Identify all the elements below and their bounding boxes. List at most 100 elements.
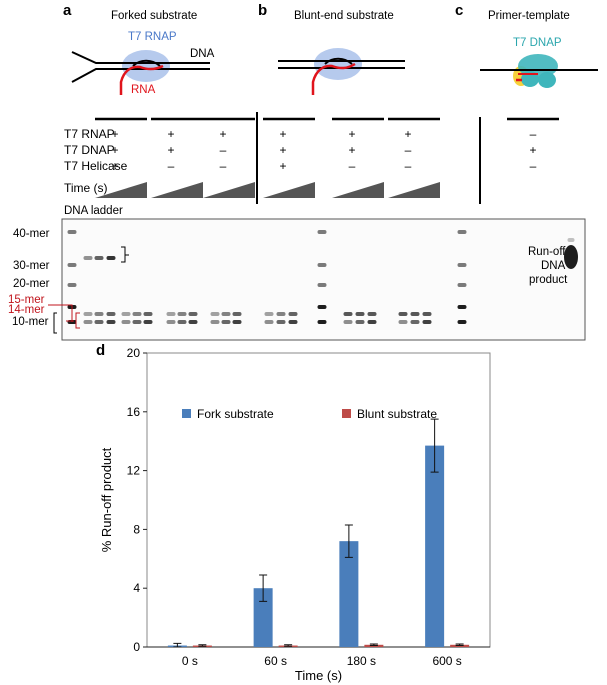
gel-band [457,305,467,309]
gel-band [188,320,198,324]
gel-band [264,320,274,324]
x-tick-label: 180 s [347,654,376,668]
condition-sign-rnap: + [219,127,226,141]
rnap-label: T7 RNAP [128,31,177,43]
error-bar [259,574,268,602]
condition-sign-dnap: + [279,143,286,157]
gel-band [410,320,420,324]
blunt-end-substrate-diagram [278,48,405,95]
time-wedge [151,182,203,198]
runoff-label-line1: Run-off [528,246,566,258]
y-tick-label: 12 [127,464,141,478]
gel-band [143,320,153,324]
rnap-blob [122,50,170,82]
gel-image [61,218,586,341]
gel-band [83,320,93,324]
gel-band [457,283,467,287]
time-wedge [95,182,147,198]
condition-group: + + – [332,117,384,198]
condition-sign-helicase: – [405,159,412,173]
gel-band [83,312,93,316]
gel-band [317,283,327,287]
gel-band [83,256,93,260]
gel-band [317,305,327,309]
runoff-band [564,245,578,269]
legend-label: Fork substrate [197,407,274,421]
error-bar [369,643,378,647]
condition-sign-helicase: – [530,159,537,173]
gel-band [232,320,242,324]
legend-swatch [182,409,191,418]
gel-band [188,312,198,316]
gel-band [276,320,286,324]
condition-group: + + + [95,117,147,198]
row-label-helicase: T7 Helicase [64,159,128,173]
gel-band [177,312,187,316]
gel-band [457,230,467,234]
gel-band [355,312,365,316]
y-tick-label: 16 [127,405,141,419]
dnap-label: T7 DNAP [513,37,562,49]
error-bar [284,644,293,647]
gel-band [94,256,104,260]
gel-band [106,312,116,316]
condition-sign-helicase: – [220,159,227,173]
gel-band [410,312,420,316]
condition-group: + + + [263,117,315,198]
error-bar [198,644,207,647]
panel-c-letter: c [455,2,463,19]
gel-band [367,312,377,316]
gel-band [288,312,298,316]
condition-sign-rnap: + [279,127,286,141]
gel-band [232,312,242,316]
gel-band [317,320,327,324]
condition-sign-helicase: – [168,159,175,173]
condition-sign-rnap: + [404,127,411,141]
gel-band [94,320,104,324]
gel-band [121,312,131,316]
condition-sign-rnap: + [348,127,355,141]
gel-band [132,320,142,324]
gel-band [367,320,377,324]
condition-group: + + – [151,117,203,198]
gel-band [288,320,298,324]
gel-band [276,312,286,316]
gel-band [210,312,220,316]
x-tick-label: 600 s [432,654,461,668]
row-label-rnap: T7 RNAP [64,127,115,141]
runoff-label-line2: DNA [541,260,566,272]
time-wedge [388,182,440,198]
x-tick-label: 60 s [264,654,287,668]
gel-band [422,320,432,324]
forked-substrate-diagram [71,50,210,95]
gel-band [67,230,77,234]
condition-sign-dnap: – [220,143,227,157]
time-wedge [332,182,384,198]
marker-20: 20-mer [13,278,50,290]
gel-band [343,312,353,316]
gel-band [67,283,77,287]
gel-band [398,312,408,316]
gel-band [106,320,116,324]
gel-band [343,320,353,324]
gel-band [67,263,77,267]
legend-label: Blunt substrate [357,407,437,421]
rna-strand [119,64,164,95]
primer-template-diagram [480,54,598,88]
condition-group: + – – [388,117,440,198]
gel-band [317,263,327,267]
gel-band [457,320,467,324]
time-wedge [203,182,255,198]
rna-label: RNA [131,84,156,96]
condition-group: + – – [203,117,255,198]
gel-band [221,320,231,324]
gel-band [132,312,142,316]
marker-14: 14-mer [8,304,45,316]
condition-sign-dnap: + [348,143,355,157]
condition-sign-rnap: – [530,127,537,141]
gel-band [398,320,408,324]
y-axis-label: % Run-off product [99,447,114,552]
gel-band [210,320,220,324]
condition-group: – + – [507,117,559,173]
